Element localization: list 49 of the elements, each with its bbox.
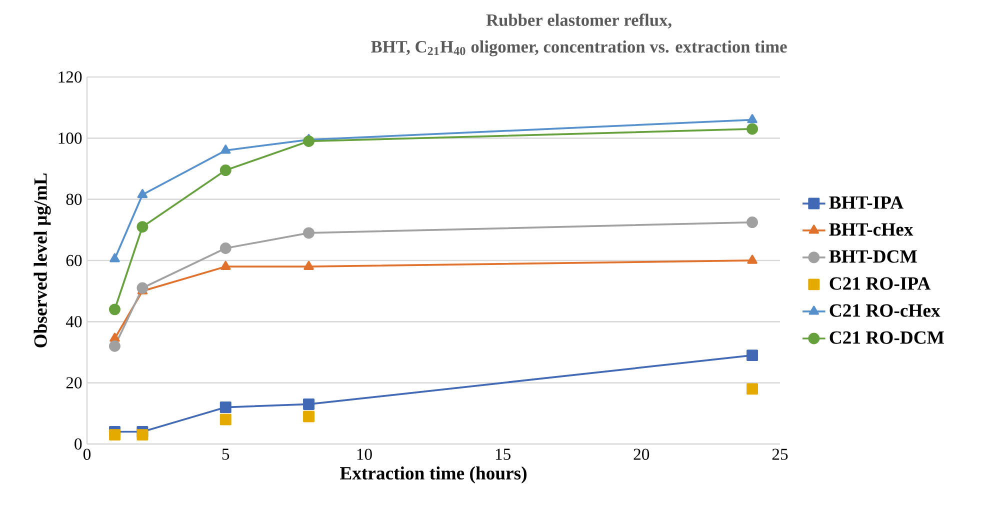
point — [746, 383, 758, 395]
point — [303, 410, 314, 422]
x-tick-label: 25 — [772, 448, 788, 460]
point — [303, 227, 314, 239]
point — [220, 144, 231, 154]
x-axis-title: Extraction time (hours) — [340, 466, 526, 484]
point — [746, 123, 758, 135]
point — [220, 414, 232, 426]
legend-label: BHT-cHex — [829, 223, 914, 236]
point — [746, 350, 758, 362]
point — [110, 332, 120, 342]
x-tick-label: 5 — [222, 448, 230, 460]
legend-label: C21 RO-cHex — [830, 304, 940, 317]
legend-label: C21 RO-DCM — [830, 331, 944, 344]
point — [746, 216, 758, 228]
point — [136, 221, 148, 233]
point — [220, 242, 232, 254]
point — [108, 304, 120, 316]
point — [220, 402, 232, 414]
point — [136, 282, 148, 294]
point — [747, 114, 758, 124]
point — [110, 253, 120, 262]
x-tick-label: 10 — [357, 448, 372, 460]
y-tick-label: 80 — [66, 194, 82, 205]
x-tick-label: 15 — [496, 448, 510, 460]
point — [303, 135, 314, 147]
y-tick-label: 120 — [58, 71, 82, 83]
y-tick-label: 60 — [66, 254, 82, 266]
point — [108, 340, 120, 352]
point — [108, 429, 120, 441]
point — [220, 164, 232, 176]
point — [304, 260, 314, 270]
legend-label: BHT-IPA — [829, 196, 904, 209]
legend-label: C21 RO-IPA — [830, 277, 931, 290]
x-tick-label: 0 — [83, 448, 91, 460]
point — [137, 189, 148, 198]
y-tick-label: 100 — [58, 132, 82, 144]
point — [303, 398, 314, 410]
legend-label: BHT-DCM — [829, 250, 917, 263]
x-tick-label: 20 — [634, 448, 650, 460]
point — [136, 429, 148, 441]
y-tick-label: 0 — [74, 438, 82, 450]
chart-title: Rubber elastomer reflux, — [486, 14, 672, 28]
chart-subtitle: BHT, C$_{21}$H$_{40}$ oligomer, concentration vs. extraction time — [371, 40, 787, 56]
point — [747, 254, 758, 264]
y-tick-label: 40 — [66, 316, 82, 328]
y-axis-title: Observed level µg/mL — [34, 173, 51, 348]
point — [220, 260, 231, 270]
y-tick-label: 20 — [66, 377, 82, 388]
